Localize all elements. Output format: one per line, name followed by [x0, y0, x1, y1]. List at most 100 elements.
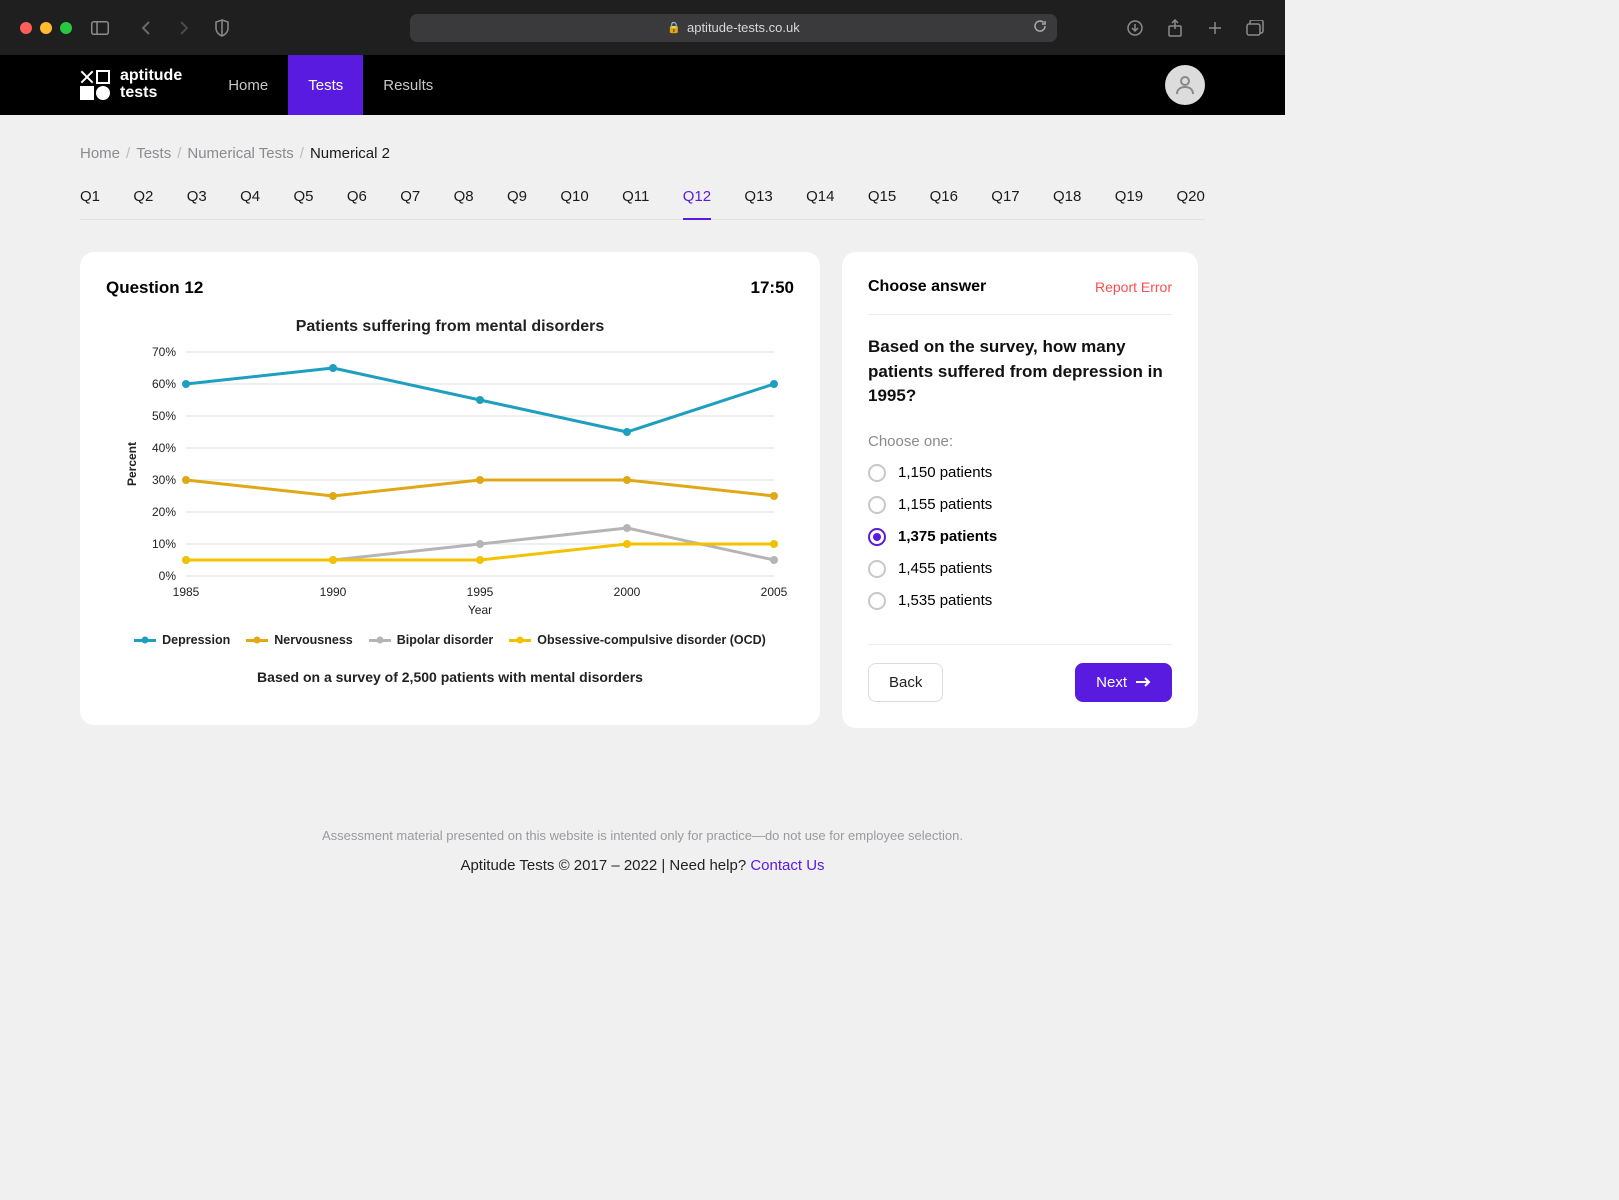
footer-disclaimer: Assessment material presented on this we… [80, 828, 1205, 843]
answer-option[interactable]: 1,150 patients [868, 464, 1172, 482]
svg-text:Percent: Percent [125, 442, 139, 486]
answer-option[interactable]: 1,155 patients [868, 496, 1172, 514]
avatar[interactable] [1165, 65, 1205, 105]
contact-us-link[interactable]: Contact Us [750, 857, 824, 874]
svg-text:1995: 1995 [467, 585, 494, 599]
legend-label: Depression [162, 633, 230, 647]
chart: Patients suffering from mental disorders… [106, 318, 794, 685]
svg-text:1985: 1985 [173, 585, 200, 599]
brand-logo[interactable]: aptitude tests [80, 68, 182, 102]
lock-icon: 🔒 [667, 21, 681, 34]
question-tab[interactable]: Q8 [454, 188, 474, 219]
timer: 17:50 [751, 278, 794, 298]
tabs-icon[interactable] [1245, 18, 1265, 38]
answer-option[interactable]: 1,375 patients [868, 528, 1172, 546]
new-tab-icon[interactable] [1205, 18, 1225, 38]
question-tab[interactable]: Q5 [294, 188, 314, 219]
breadcrumb-item[interactable]: Numerical Tests [187, 145, 293, 162]
question-tab[interactable]: Q6 [347, 188, 367, 219]
nav-arrows [136, 18, 194, 38]
legend-item: Obsessive-compulsive disorder (OCD) [509, 633, 766, 647]
nav-item-tests[interactable]: Tests [288, 55, 363, 115]
question-tab[interactable]: Q2 [133, 188, 153, 219]
legend-swatch [246, 639, 268, 642]
legend-item: Bipolar disorder [369, 633, 494, 647]
breadcrumb-item[interactable]: Home [80, 145, 120, 162]
question-tab[interactable]: Q16 [930, 188, 958, 219]
legend-swatch [134, 639, 156, 642]
legend: Depression Nervousness Bipolar disorder Obs… [106, 633, 794, 647]
site-header: aptitude tests HomeTestsResults [0, 55, 1285, 115]
answer-option[interactable]: 1,535 patients [868, 592, 1172, 610]
chart-svg: 0%10%20%30%40%50%60%70%19851990199520002… [106, 342, 794, 622]
question-tab[interactable]: Q14 [806, 188, 834, 219]
question-heading: Question 12 [106, 278, 203, 298]
legend-label: Obsessive-compulsive disorder (OCD) [537, 633, 766, 647]
next-button[interactable]: Next [1075, 663, 1172, 702]
nav-item-home[interactable]: Home [208, 55, 288, 115]
question-tab[interactable]: Q11 [622, 188, 649, 219]
footer-copyright: Aptitude Tests © 2017 – 2022 | Need help… [80, 857, 1205, 874]
url-text: aptitude-tests.co.uk [687, 20, 800, 35]
breadcrumb: Home/Tests/Numerical Tests/Numerical 2 [80, 145, 1205, 162]
svg-text:1990: 1990 [320, 585, 347, 599]
back-icon[interactable] [136, 18, 156, 38]
radio-icon [868, 592, 886, 610]
question-tab[interactable]: Q17 [991, 188, 1019, 219]
legend-swatch [369, 639, 391, 642]
question-tab[interactable]: Q19 [1115, 188, 1143, 219]
footer: Assessment material presented on this we… [80, 828, 1205, 904]
traffic-light[interactable] [20, 22, 32, 34]
shield-icon[interactable] [212, 18, 232, 38]
question-tab[interactable]: Q1 [80, 188, 100, 219]
back-button[interactable]: Back [868, 663, 943, 702]
svg-text:2005: 2005 [761, 585, 788, 599]
legend-label: Nervousness [274, 633, 353, 647]
address-bar[interactable]: 🔒 aptitude-tests.co.uk [410, 14, 1057, 42]
option-label: 1,150 patients [898, 464, 992, 481]
answer-panel-title: Choose answer [868, 278, 986, 296]
question-tab[interactable]: Q10 [560, 188, 588, 219]
svg-text:0%: 0% [159, 569, 177, 583]
svg-text:20%: 20% [152, 505, 176, 519]
option-label: 1,535 patients [898, 592, 992, 609]
svg-text:2000: 2000 [614, 585, 641, 599]
browser-chrome: 🔒 aptitude-tests.co.uk [0, 0, 1285, 55]
chart-subtitle: Based on a survey of 2,500 patients with… [106, 669, 794, 685]
breadcrumb-item[interactable]: Tests [136, 145, 171, 162]
reload-icon[interactable] [1033, 19, 1047, 36]
question-tab[interactable]: Q12 [683, 188, 711, 219]
question-tab[interactable]: Q9 [507, 188, 527, 219]
traffic-light[interactable] [40, 22, 52, 34]
question-tab[interactable]: Q3 [187, 188, 207, 219]
svg-text:70%: 70% [152, 345, 176, 359]
download-icon[interactable] [1125, 18, 1145, 38]
legend-item: Nervousness [246, 633, 353, 647]
question-tabs: Q1 Q2 Q3 Q4 Q5 Q6 Q7 Q8 Q9 Q10 Q11 Q12 Q13 Q14 Q15 Q16 Q… [80, 188, 1205, 220]
nav-item-results[interactable]: Results [363, 55, 453, 115]
svg-text:60%: 60% [152, 377, 176, 391]
radio-icon [868, 464, 886, 482]
report-error-link[interactable]: Report Error [1095, 279, 1172, 295]
question-text: Based on the survey, how many patients s… [868, 335, 1172, 409]
option-label: 1,455 patients [898, 560, 992, 577]
question-tab[interactable]: Q4 [240, 188, 260, 219]
legend-item: Depression [134, 633, 230, 647]
legend-label: Bipolar disorder [397, 633, 494, 647]
radio-icon [868, 528, 886, 546]
answer-option[interactable]: 1,455 patients [868, 560, 1172, 578]
forward-icon[interactable] [174, 18, 194, 38]
question-tab[interactable]: Q13 [744, 188, 772, 219]
question-tab[interactable]: Q15 [868, 188, 896, 219]
question-tab[interactable]: Q20 [1176, 188, 1204, 219]
breadcrumb-current: Numerical 2 [310, 145, 390, 162]
share-icon[interactable] [1165, 18, 1185, 38]
panels: Question 12 17:50 Patients suffering fro… [80, 252, 1205, 728]
question-tab[interactable]: Q7 [400, 188, 420, 219]
browser-actions [1125, 18, 1265, 38]
question-tab[interactable]: Q18 [1053, 188, 1081, 219]
svg-text:10%: 10% [152, 537, 176, 551]
sidebar-toggle-icon[interactable] [90, 18, 110, 38]
svg-text:50%: 50% [152, 409, 176, 423]
traffic-light[interactable] [60, 22, 72, 34]
